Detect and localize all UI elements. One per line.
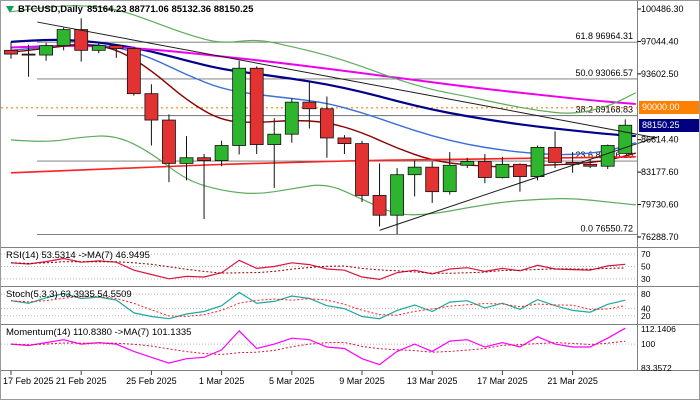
rsi-ma (10, 261, 626, 274)
svg-text:100: 100 (641, 339, 655, 349)
env-upper (10, 5, 637, 114)
price-badge-90000: 90000.00 (639, 101, 699, 114)
svg-text:38.2 89168.83: 38.2 89168.83 (575, 105, 633, 115)
stoch-main (10, 291, 626, 320)
svg-text:9 Mar 2025: 9 Mar 2025 (339, 376, 385, 386)
candle (355, 143, 369, 196)
candle (337, 137, 352, 145)
candle (267, 133, 282, 145)
candle (126, 48, 141, 95)
momentum-ma (10, 340, 626, 356)
candle (91, 45, 106, 51)
price-axis: 100486.30 97044.40 93602.50 86614.40 83177.6… (637, 4, 684, 242)
svg-text:1 Mar 2025: 1 Mar 2025 (199, 376, 245, 386)
svg-text:70: 70 (641, 249, 651, 259)
ohlc-values: 85164.23 88771.06 85132.36 88150.25 (86, 4, 254, 15)
rsi-title: RSI(14) 53.5314 ->MA(7) 46.9495 (6, 250, 150, 261)
svg-text:20: 20 (641, 311, 651, 321)
stoch-title: Stoch(5,3,3) 63.3935 54.5509 (6, 289, 132, 300)
svg-text:0.0 76550.72: 0.0 76550.72 (580, 224, 633, 234)
candle (162, 119, 176, 164)
candle (109, 45, 124, 49)
candles (4, 18, 633, 235)
svg-text:61.8 96964.31: 61.8 96964.31 (575, 31, 633, 41)
candle (495, 163, 510, 178)
svg-text:86614.40: 86614.40 (641, 135, 679, 145)
candle (74, 29, 89, 51)
candle (460, 161, 475, 166)
env-lower (10, 135, 636, 216)
svg-text:25 Feb 2025: 25 Feb 2025 (126, 376, 177, 386)
svg-text:83.3572: 83.3572 (641, 363, 672, 373)
candle (442, 164, 457, 193)
candle (319, 108, 334, 139)
svg-text:76288.70: 76288.70 (641, 232, 679, 242)
candle (513, 163, 527, 177)
svg-text:17 Feb 2025: 17 Feb 2025 (3, 376, 54, 386)
candle (284, 101, 299, 135)
chart-title: BTCUSD,Daily 85164.23 88771.06 85132.36 … (6, 4, 253, 15)
svg-text:21 Feb 2025: 21 Feb 2025 (56, 376, 107, 386)
candle (232, 67, 247, 146)
momentum-title: Momentum(14) 110.8380 ->MA(7) 101.1335 (6, 327, 192, 338)
svg-text:21 Mar 2025: 21 Mar 2025 (547, 376, 598, 386)
separators (1, 1, 699, 371)
candle (249, 67, 264, 145)
svg-text:30: 30 (641, 274, 651, 284)
svg-text:79730.60: 79730.60 (641, 200, 679, 210)
svg-text:5 Mar 2025: 5 Mar 2025 (269, 376, 315, 386)
date-axis: 17 Feb 2025 21 Feb 2025 25 Feb 2025 1 Mar 2… (3, 370, 598, 386)
svg-text:13 Mar 2025: 13 Mar 2025 (407, 376, 458, 386)
svg-text:93602.50: 93602.50 (641, 69, 679, 79)
price-badge-current: 88150.25 (639, 119, 699, 132)
trendline-ascending[interactable] (379, 136, 657, 231)
candle (372, 195, 387, 216)
svg-text:100486.30: 100486.30 (641, 4, 684, 14)
trendline-descending[interactable] (37, 21, 657, 139)
ma-red (10, 155, 636, 174)
momentum-panel: 112.1406 100 83.3572 (1, 324, 676, 373)
candle (548, 146, 562, 163)
candle (302, 101, 317, 110)
symbol-marker-icon (6, 6, 14, 13)
candle (425, 166, 440, 193)
trendlines (37, 21, 657, 231)
svg-text:50: 50 (641, 262, 651, 272)
candle (477, 161, 492, 178)
candle (600, 145, 615, 167)
svg-text:50.0 93066.57: 50.0 93066.57 (575, 68, 633, 78)
candle (21, 53, 36, 56)
symbol-timeframe: BTCUSD,Daily (18, 4, 83, 15)
candle (179, 157, 194, 164)
candle (56, 29, 71, 47)
candle (197, 157, 211, 161)
candle (583, 163, 598, 167)
candle (407, 166, 422, 176)
svg-text:40: 40 (641, 304, 651, 314)
candle (214, 145, 229, 161)
candle (390, 174, 405, 216)
svg-text:97044.40: 97044.40 (641, 36, 679, 46)
candle (39, 45, 53, 56)
stoch-signal (10, 295, 626, 317)
candle (144, 93, 159, 121)
rsi-panel: 70 50 30 (1, 249, 651, 284)
candle (4, 49, 18, 55)
svg-text:112.1406: 112.1406 (641, 324, 676, 334)
candle (530, 146, 545, 177)
svg-text:83177.60: 83177.60 (641, 167, 679, 177)
svg-text:80: 80 (641, 289, 651, 299)
svg-text:17 Mar 2025: 17 Mar 2025 (477, 376, 528, 386)
